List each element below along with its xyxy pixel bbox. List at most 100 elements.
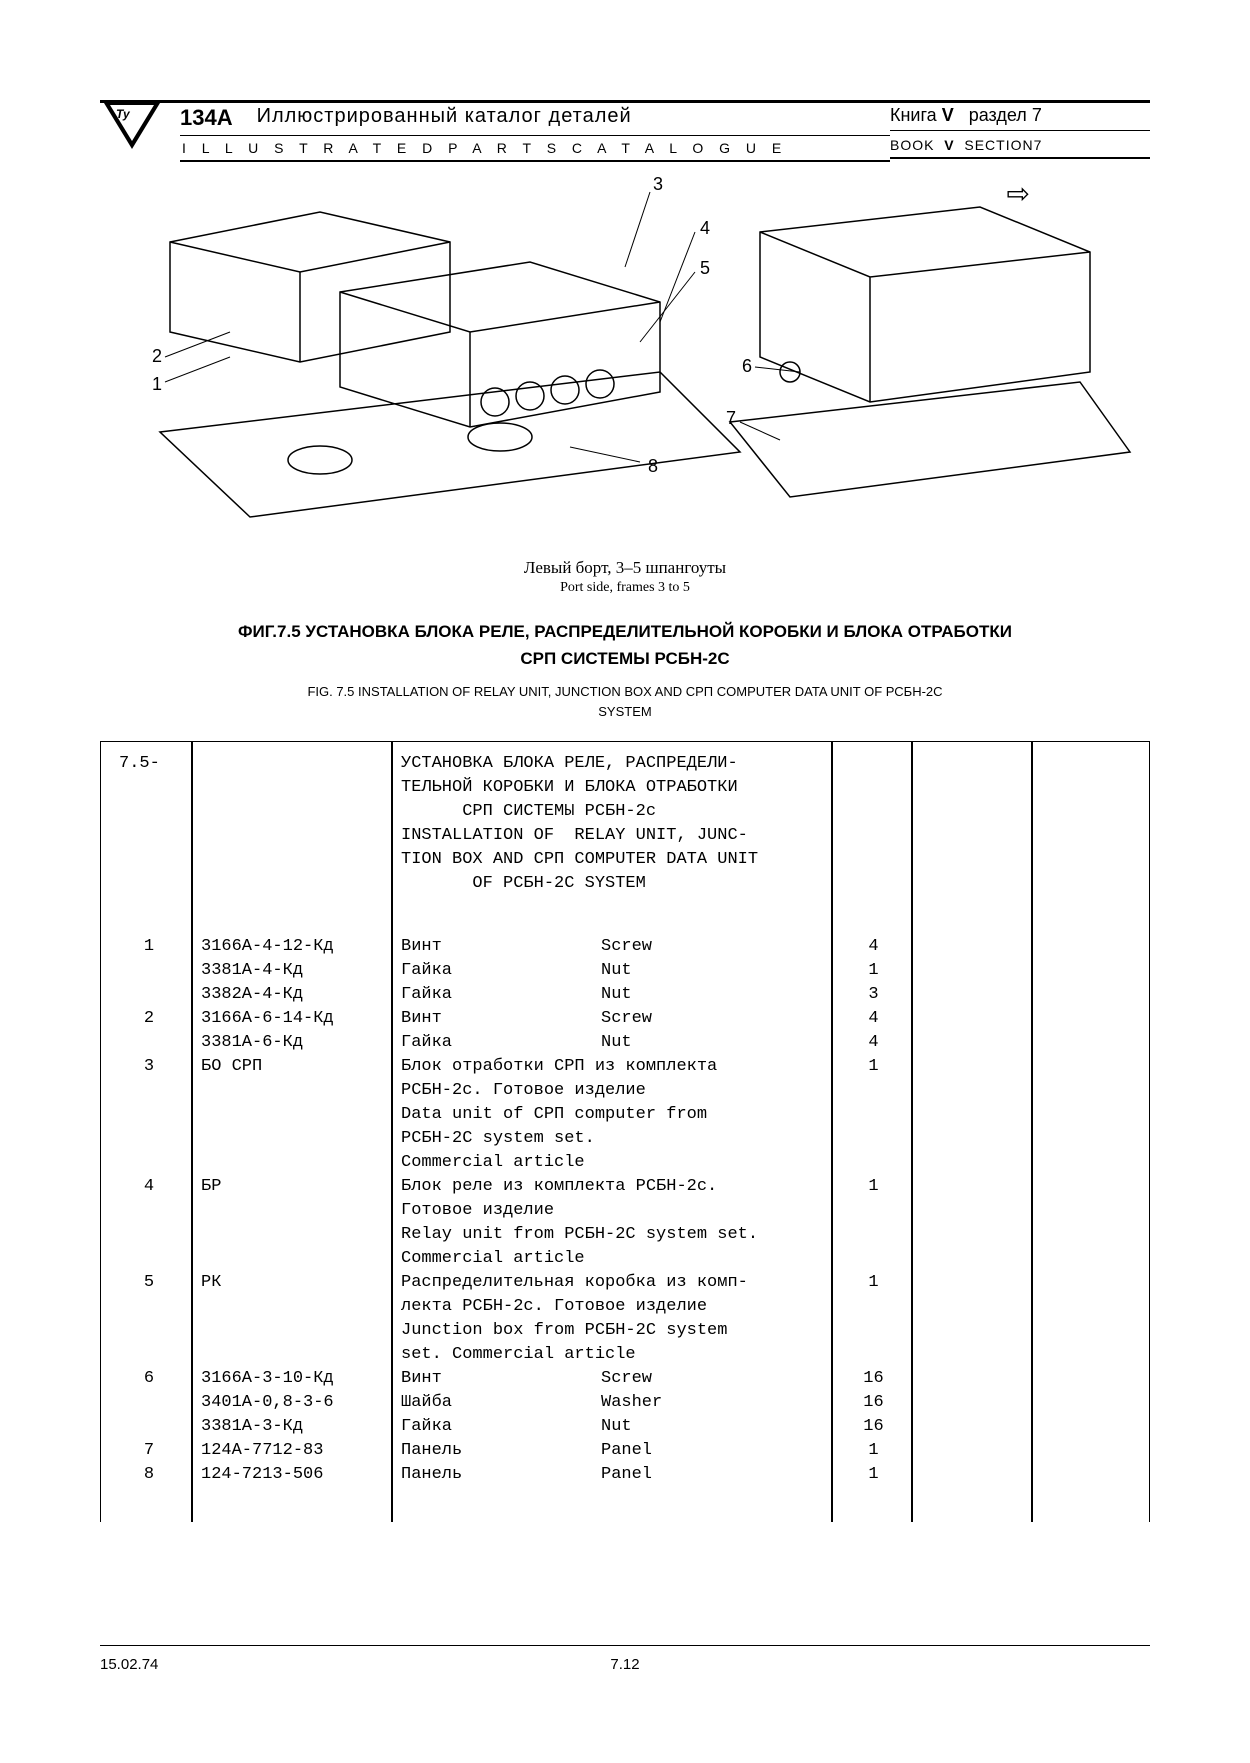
callout-1: 1: [152, 374, 162, 394]
row-qty: 16: [846, 1417, 901, 1436]
row-part-number: 3166А-3-10-Кд: [201, 1369, 381, 1388]
caption-ru: Левый борт, 3–5 шпангоуты: [100, 558, 1150, 578]
row-qty: 1: [846, 1465, 901, 1484]
title-en: I L L U S T R A T E D P A R T S C A T A …: [182, 140, 890, 156]
row-desc-line: Commercial article: [401, 1153, 821, 1172]
drawing-svg: 1 2 3 4 5 6 7 8: [100, 172, 1150, 552]
header-row: Ту 134А Иллюстрированный каталог деталей…: [100, 100, 1150, 162]
row-part-number: 124А-7712-83: [201, 1441, 381, 1460]
figure-title-en: FIG. 7.5 INSTALLATION OF RELAY UNIT, JUN…: [100, 682, 1150, 721]
row-part-number: РК: [201, 1273, 381, 1292]
row-desc-en: Panel: [601, 1441, 781, 1460]
row-index: 7: [119, 1441, 179, 1460]
row-part-number: 3166А-6-14-Кд: [201, 1009, 381, 1028]
row-desc-ru: Шайба: [401, 1393, 581, 1412]
row-desc-ru: Гайка: [401, 985, 581, 1004]
book-number-en: V: [944, 137, 954, 153]
fig-title-ru-line2: СРП СИСТЕМЫ РСБН-2С: [520, 649, 729, 668]
logo-text: Ту: [116, 107, 130, 121]
row-qty: 3: [846, 985, 901, 1004]
book-label-ru: Книга: [890, 105, 937, 125]
row-part-number: 3401А-0,8-3-6: [201, 1393, 381, 1412]
row-desc-line: set. Commercial article: [401, 1345, 821, 1364]
row-desc-ru: Гайка: [401, 961, 581, 980]
row-qty: 1: [846, 1441, 901, 1460]
row-index: 4: [119, 1177, 179, 1196]
row-desc-line: Блок реле из комплекта РСБН-2с.: [401, 1177, 821, 1196]
row-qty: 16: [846, 1369, 901, 1388]
table-figure-ref: 7.5-: [119, 754, 179, 773]
page: Ту 134А Иллюстрированный каталог деталей…: [0, 0, 1250, 1763]
title-ru: Иллюстрированный каталог деталей: [257, 105, 632, 128]
row-desc-ru: Панель: [401, 1441, 581, 1460]
row-desc-ru: Гайка: [401, 1417, 581, 1436]
row-part-number: 3166А-4-12-Кд: [201, 937, 381, 956]
row-qty: 1: [846, 1057, 901, 1076]
row-desc-en: Nut: [601, 1033, 781, 1052]
table-top-desc-line: OF РСБН-2С SYSTEM: [401, 874, 821, 893]
callout-5: 5: [700, 258, 710, 278]
row-index: 5: [119, 1273, 179, 1292]
row-index: 1: [119, 937, 179, 956]
row-qty: 4: [846, 1009, 901, 1028]
fig-label-ru: ФИГ.7.5: [238, 622, 301, 641]
fig-title-en-line1: INSTALLATION OF RELAY UNIT, JUNCTION BOX…: [358, 684, 943, 699]
row-part-number: 3382А-4-Кд: [201, 985, 381, 1004]
header-titles: 134А Иллюстрированный каталог деталей I …: [170, 103, 890, 162]
row-desc-ru: Панель: [401, 1465, 581, 1484]
row-desc-en: Nut: [601, 985, 781, 1004]
callout-2: 2: [152, 346, 162, 366]
row-desc-en: Screw: [601, 937, 781, 956]
footer-date: 15.02.74: [100, 1656, 158, 1673]
row-part-number: 3381А-4-Кд: [201, 961, 381, 980]
section-label-ru: раздел: [969, 105, 1027, 125]
row-desc-en: Washer: [601, 1393, 781, 1412]
fig-label-en: FIG. 7.5: [307, 684, 354, 699]
caption-en: Port side, frames 3 to 5: [100, 580, 1150, 596]
table-top-desc-line: TION BOX AND СРП COMPUTER DATA UNIT: [401, 850, 821, 869]
callout-4: 4: [700, 218, 710, 238]
book-number: V: [942, 105, 954, 125]
page-footer: 15.02.74 7.12: [100, 1645, 1150, 1673]
row-desc-en: Screw: [601, 1369, 781, 1388]
table-top-desc-line: СРП СИСТЕМЫ РСБН-2с: [401, 802, 821, 821]
row-desc-line: РСБН-2С system set.: [401, 1129, 821, 1148]
row-qty: 1: [846, 1177, 901, 1196]
row-desc-ru: Винт: [401, 1009, 581, 1028]
table-top-desc-line: ТЕЛЬНОЙ КОРОБКИ И БЛОКА ОТРАБОТКИ: [401, 778, 821, 797]
row-qty: 1: [846, 1273, 901, 1292]
model-number: 134А: [180, 105, 233, 131]
row-desc-line: Junction box from РСБН-2С system: [401, 1321, 821, 1340]
table-vline: [1031, 742, 1033, 1522]
row-desc-ru: Винт: [401, 937, 581, 956]
row-qty: 16: [846, 1393, 901, 1412]
table-vline: [391, 742, 393, 1522]
drawing-caption: Левый борт, 3–5 шпангоуты Port side, fra…: [100, 558, 1150, 596]
figure-title-ru: ФИГ.7.5 УСТАНОВКА БЛОКА РЕЛЕ, РАСПРЕДЕЛИ…: [100, 618, 1150, 672]
row-desc-en: Nut: [601, 1417, 781, 1436]
table-vline: [191, 742, 193, 1522]
row-desc-line: Блок отработки СРП из комплекта: [401, 1057, 821, 1076]
parts-table: 7.5- УСТАНОВКА БЛОКА РЕЛЕ, РАСПРЕДЕЛИ- ТЕЛ…: [100, 741, 1150, 1522]
row-index: 8: [119, 1465, 179, 1484]
table-vline: [911, 742, 913, 1522]
row-desc-en: Nut: [601, 961, 781, 980]
row-index: 6: [119, 1369, 179, 1388]
row-desc-ru: Винт: [401, 1369, 581, 1388]
footer-page-number: 7.12: [610, 1656, 639, 1673]
table-top-desc-line: УСТАНОВКА БЛОКА РЕЛЕ, РАСПРЕДЕЛИ-: [401, 754, 821, 773]
callout-3: 3: [653, 174, 663, 194]
row-qty: 1: [846, 961, 901, 980]
row-part-number: 3381А-3-Кд: [201, 1417, 381, 1436]
book-label-en: BOOK: [890, 137, 934, 153]
technical-drawing: ⇨: [100, 172, 1150, 552]
row-desc-line: Data unit of СРП computer from: [401, 1105, 821, 1124]
row-qty: 4: [846, 937, 901, 956]
row-desc-line: лекта РСБН-2с. Готовое изделие: [401, 1297, 821, 1316]
callout-7: 7: [726, 408, 736, 428]
row-qty: 4: [846, 1033, 901, 1052]
section-number: 7: [1032, 105, 1042, 125]
fig-title-en-line2: SYSTEM: [598, 704, 651, 719]
page-header: Ту 134А Иллюстрированный каталог деталей…: [100, 100, 1150, 162]
row-desc-line: Распределительная коробка из комп-: [401, 1273, 821, 1292]
